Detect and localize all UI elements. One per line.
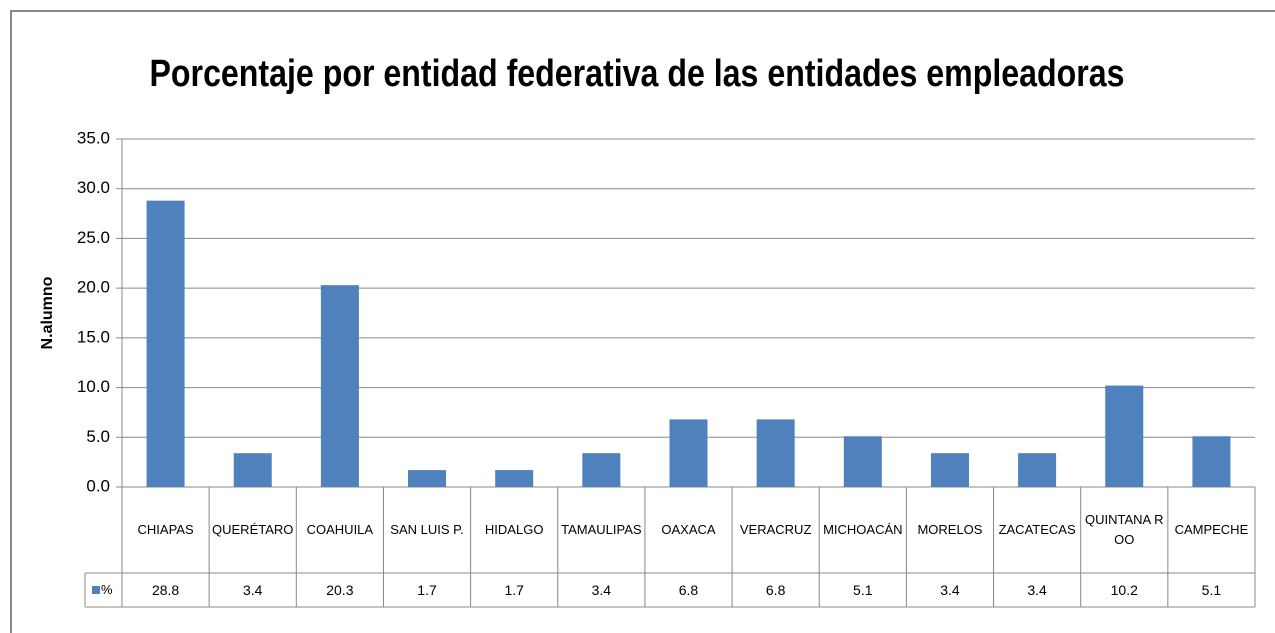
- y-tick-label: 30.0: [77, 178, 110, 197]
- bar: [930, 453, 969, 487]
- bar: [233, 453, 272, 487]
- legend-swatch: [92, 586, 100, 594]
- bar: [146, 200, 185, 487]
- table-value: 28.8: [151, 582, 180, 598]
- x-tick-label: MICHOACÁN: [823, 522, 903, 537]
- y-tick-label: 10.0: [77, 377, 110, 396]
- x-tick-label: TAMAULIPAS: [561, 522, 642, 537]
- y-tick-label: 0.0: [86, 476, 110, 495]
- x-tick-label: ZACATECAS: [998, 522, 1076, 537]
- bar: [582, 453, 621, 487]
- bar: [669, 419, 708, 487]
- table-value: 1.7: [417, 582, 437, 598]
- bar: [756, 419, 795, 487]
- x-tick-label: QUINTANA ROO: [1085, 512, 1164, 547]
- x-tick-label: CAMPECHE: [1174, 522, 1249, 537]
- table-value: 1.7: [504, 582, 524, 598]
- table-value: 10.2: [1110, 582, 1138, 598]
- table-value: 6.8: [765, 582, 786, 598]
- x-tick-label: HIDALGO: [484, 522, 544, 537]
- table-value: 3.4: [940, 582, 960, 598]
- x-tick-label: CHIAPAS: [137, 522, 194, 537]
- y-tick-label: 25.0: [77, 228, 110, 247]
- chart-title: Porcentaje por entidad federativa de las…: [150, 53, 1125, 95]
- x-tick-label: VERACRUZ: [739, 522, 812, 537]
- table-value: 5.1: [853, 582, 873, 598]
- bar: [1018, 453, 1057, 487]
- legend-label: %: [101, 582, 113, 597]
- table-value: 3.4: [591, 582, 612, 598]
- table-value: 5.1: [1201, 582, 1222, 598]
- x-tick-label: COAHUILA: [306, 522, 374, 537]
- x-tick-label: QUERÉTARO: [212, 522, 294, 537]
- bar: [1192, 436, 1231, 487]
- y-axis-label: N.alumno: [39, 276, 56, 349]
- y-tick-label: 35.0: [77, 128, 110, 147]
- x-tick-label: MORELOS: [917, 522, 983, 537]
- bar: [843, 436, 882, 487]
- y-tick-label: 20.0: [77, 278, 110, 297]
- table-value: 3.4: [1027, 582, 1047, 598]
- y-tick-label: 15.0: [77, 327, 110, 346]
- x-tick-label: OAXACA: [661, 522, 716, 537]
- bar: [408, 470, 447, 487]
- x-tick-label: SAN LUIS P.: [390, 522, 464, 537]
- table-value: 3.4: [242, 582, 263, 598]
- table-value: 6.8: [678, 582, 699, 598]
- table-value: 20.3: [326, 582, 354, 598]
- bar: [1105, 385, 1144, 487]
- bar: [320, 285, 359, 487]
- y-tick-label: 5.0: [86, 427, 110, 446]
- bar: [495, 470, 534, 487]
